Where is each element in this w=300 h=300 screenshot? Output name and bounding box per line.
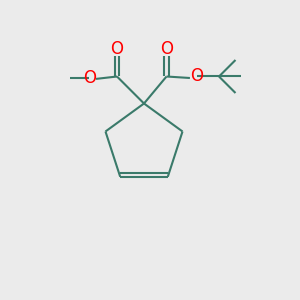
- Text: O: O: [110, 40, 124, 58]
- Text: O: O: [190, 68, 203, 85]
- Text: O: O: [160, 40, 173, 58]
- Text: O: O: [83, 69, 96, 87]
